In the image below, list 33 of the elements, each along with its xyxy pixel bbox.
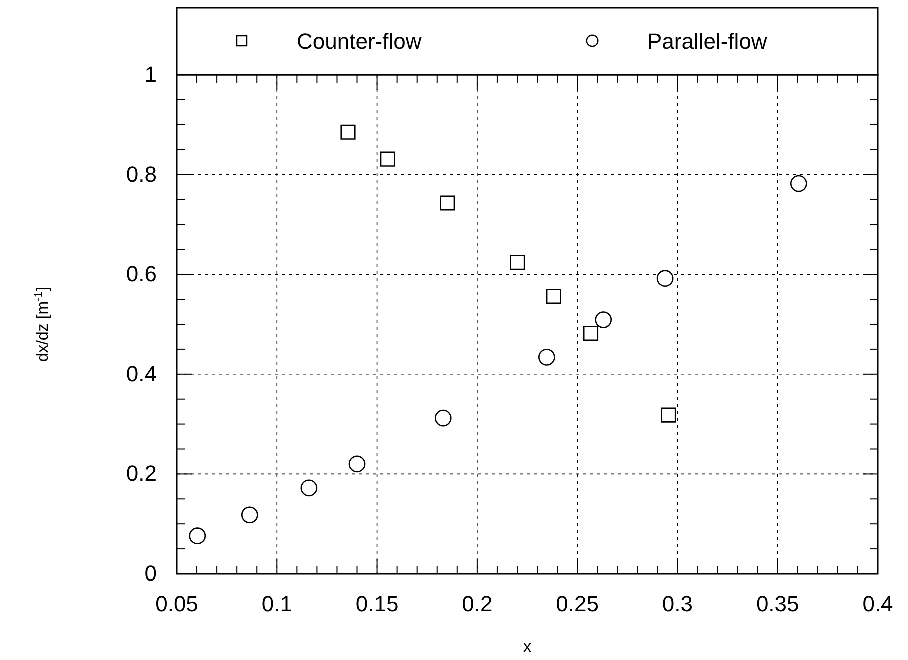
point xyxy=(790,175,808,192)
y-tick-label: 0 xyxy=(144,561,157,586)
point xyxy=(510,255,526,270)
x-tick-label: 0.2 xyxy=(462,592,493,617)
point xyxy=(538,349,556,366)
x-tick-label: 0.25 xyxy=(556,592,599,617)
y-tick-label: 1 xyxy=(144,62,157,88)
point xyxy=(241,506,258,524)
y-tick-label: 0.4 xyxy=(126,361,157,386)
x-axis-title: x xyxy=(524,639,532,656)
y-tick-label: 0.6 xyxy=(126,262,157,287)
point xyxy=(583,326,599,342)
point xyxy=(300,480,318,497)
x-tick-label: 0.1 xyxy=(262,592,292,617)
point xyxy=(661,408,676,423)
point xyxy=(440,196,456,211)
x-tick-label: 0.05 xyxy=(156,592,198,617)
point xyxy=(546,289,562,304)
point xyxy=(189,528,206,544)
point xyxy=(595,312,612,328)
point xyxy=(348,456,366,473)
x-tick-label: 0.35 xyxy=(756,592,800,617)
x-tick-label: 0.4 xyxy=(862,592,894,617)
point xyxy=(434,410,452,427)
y-tick-label: 0.8 xyxy=(126,162,157,187)
x-tick-label: 0.3 xyxy=(662,592,694,617)
point xyxy=(340,124,356,140)
point xyxy=(380,152,396,167)
legend-label: Counter-flow xyxy=(297,29,422,54)
x-tick-label: 0.15 xyxy=(356,592,399,617)
legend-label: Parallel-flow xyxy=(648,29,768,54)
y-tick-label: 0.2 xyxy=(126,461,157,486)
point xyxy=(656,270,674,288)
